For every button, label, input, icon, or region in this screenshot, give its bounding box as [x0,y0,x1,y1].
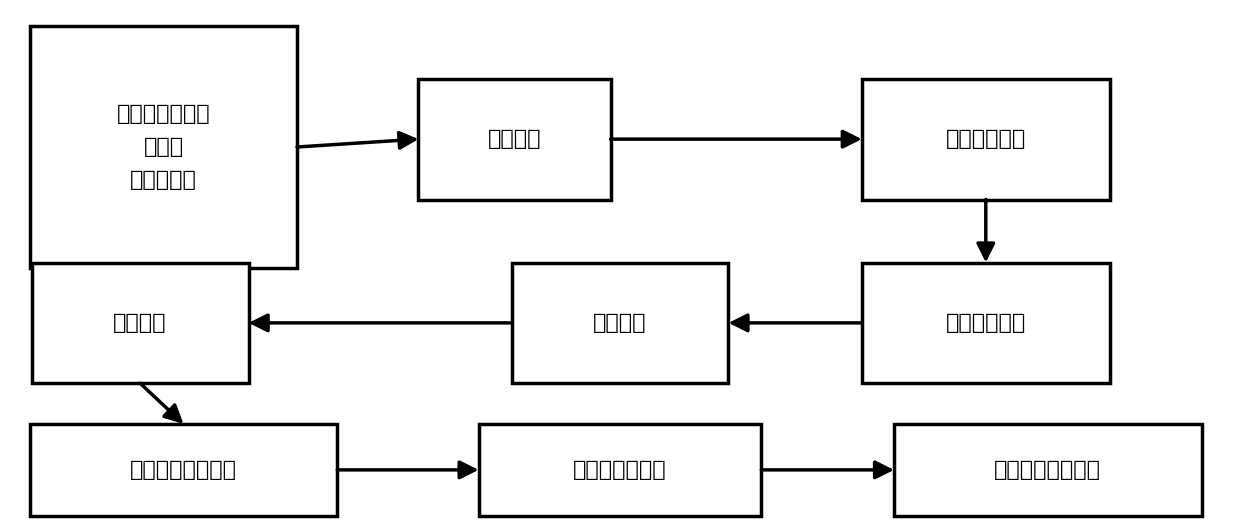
Text: 分料造球: 分料造球 [593,313,647,333]
Text: 筛分控制粒度: 筛分控制粒度 [946,129,1025,149]
Bar [862,79,1110,200]
Text: 生球干燥: 生球干燥 [113,313,167,333]
Text: 分堆湿混焖料: 分堆湿混焖料 [946,313,1025,333]
Text: 生球预氧化焙烧: 生球预氧化焙烧 [573,460,667,480]
Text: 碳酸钙分解预焙烧: 碳酸钙分解预焙烧 [130,460,237,480]
Bar [894,424,1202,516]
Bar [862,262,1110,383]
Bar [31,26,296,268]
Bar [32,262,248,383]
Bar [479,424,761,516]
Bar [418,79,610,200]
Text: 原料烘干: 原料烘干 [487,129,542,149]
Text: 高温氧化固结焙烧: 高温氧化固结焙烧 [994,460,1101,480]
Bar [30,424,337,516]
Bar [511,262,728,383]
Text: 含铬钒钛磁铁矿
碳酸钙
钠基膨润土: 含铬钒钛磁铁矿 碳酸钙 钠基膨润土 [117,104,211,190]
